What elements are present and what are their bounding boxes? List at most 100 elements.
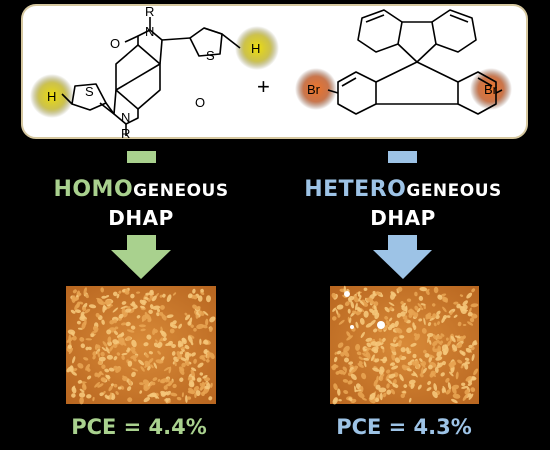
afm-grain	[388, 306, 393, 311]
afm-grain	[199, 372, 204, 376]
afm-grain	[376, 375, 379, 383]
afm-grain	[193, 385, 200, 392]
afm-grain	[386, 383, 390, 389]
afm-grain	[447, 382, 452, 390]
afm-grain	[436, 339, 442, 346]
afm-grain	[208, 396, 213, 401]
afm-grain	[108, 367, 115, 372]
afm-grain	[394, 320, 399, 328]
heterogeneous-arrow	[373, 235, 432, 279]
afm-grain	[195, 305, 201, 311]
afm-grain	[425, 314, 431, 319]
afm-grain	[365, 337, 373, 342]
afm-grain	[203, 310, 209, 316]
afm-grain	[188, 334, 195, 339]
s-label-right: S	[206, 48, 215, 63]
afm-grain	[461, 362, 468, 366]
afm-grain	[423, 304, 426, 310]
afm-grain	[419, 373, 424, 378]
afm-grain	[130, 293, 135, 299]
afm-grain	[162, 293, 166, 298]
afm-grain	[98, 356, 106, 362]
afm-grain	[72, 356, 76, 364]
afm-grain	[390, 343, 398, 347]
afm-grain	[333, 383, 338, 391]
afm-grain	[400, 347, 406, 353]
afm-grain	[370, 354, 375, 362]
br-label-right: Br	[484, 82, 498, 97]
afm-grain	[187, 321, 192, 326]
afm-grain	[333, 356, 338, 363]
afm-grain	[169, 322, 174, 327]
afm-grain	[117, 386, 122, 390]
afm-grain	[143, 397, 151, 403]
afm-grain	[106, 329, 112, 335]
afm-grain	[343, 345, 350, 353]
afm-grain	[373, 301, 379, 306]
afm-grain	[202, 375, 208, 379]
afm-grain	[66, 337, 74, 343]
afm-grain	[382, 392, 387, 398]
afm-grain	[96, 297, 103, 301]
afm-grain	[67, 344, 73, 349]
afm-grain	[187, 376, 192, 381]
afm-grain	[159, 294, 163, 298]
afm-grain	[451, 344, 458, 352]
afm-grain	[364, 347, 372, 350]
spirobifluorene-structure	[327, 9, 503, 115]
afm-grain	[388, 302, 395, 307]
afm-grain	[196, 377, 202, 383]
afm-grain	[106, 354, 113, 360]
afm-grain	[462, 335, 466, 340]
afm-grain	[161, 314, 167, 321]
afm-grain	[197, 295, 203, 302]
afm-grain	[95, 312, 100, 318]
afm-grain	[362, 301, 369, 307]
afm-grain	[465, 347, 472, 353]
afm-grain	[120, 305, 128, 310]
afm-grain	[103, 305, 107, 311]
afm-grain	[146, 334, 152, 340]
afm-grain	[145, 383, 149, 388]
afm-grain	[76, 292, 82, 296]
afm-grain	[198, 310, 205, 316]
afm-grain	[149, 393, 156, 398]
afm-grain	[114, 330, 118, 336]
afm-grain	[426, 288, 430, 292]
afm-grain	[418, 295, 424, 301]
afm-grain	[453, 314, 458, 318]
afm-grain	[471, 376, 476, 381]
afm-grain	[163, 366, 171, 372]
afm-grain	[126, 335, 131, 341]
afm-grain	[419, 286, 427, 292]
afm-grain	[79, 396, 84, 405]
afm-grain	[147, 384, 151, 390]
afm-grain	[124, 288, 129, 293]
afm-grain	[336, 350, 342, 355]
afm-grain	[181, 338, 186, 343]
afm-grain	[400, 393, 406, 399]
afm-grain	[77, 327, 83, 330]
afm-grain	[372, 309, 378, 316]
s-label-left: S	[85, 84, 94, 99]
afm-grain	[411, 311, 416, 316]
afm-grain	[127, 347, 131, 351]
afm-grain	[357, 306, 361, 312]
afm-grain	[404, 318, 408, 323]
afm-grain	[452, 393, 461, 399]
afm-grain	[102, 341, 108, 348]
afm-grain	[184, 344, 190, 350]
afm-grain	[107, 336, 112, 343]
heterogeneous-pce: PCE = 4.3%	[336, 415, 472, 439]
afm-grain	[132, 356, 137, 362]
afm-grain	[459, 305, 465, 309]
afm-grain	[390, 345, 396, 352]
afm-grain	[448, 371, 454, 377]
afm-grain	[372, 367, 380, 372]
afm-grain	[136, 315, 141, 319]
afm-grain	[124, 308, 132, 314]
afm-grain	[130, 325, 136, 330]
afm-grain	[401, 391, 407, 394]
n-label-bottom: N	[121, 110, 130, 125]
afm-grain	[77, 362, 84, 369]
